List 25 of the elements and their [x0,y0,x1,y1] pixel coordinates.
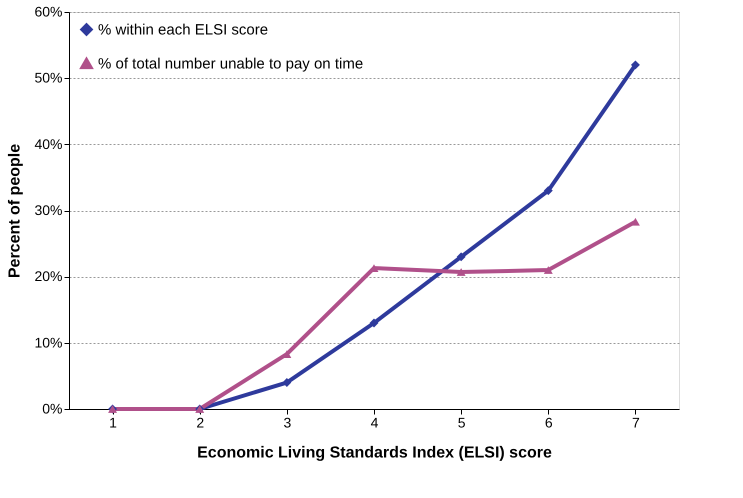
x-tick-label: 4 [370,414,379,430]
y-tick-label: 30% [34,202,62,218]
x-tick-label: 6 [544,414,553,430]
y-tick-label: 60% [34,4,62,20]
point [544,186,553,196]
y-tick-label: 40% [34,136,62,152]
point [456,268,466,276]
x-tick-label: 1 [109,414,118,430]
x-axis-title: Economic Living Standards Index (ELSI) score [197,444,552,462]
y-tick-label: 50% [34,70,62,86]
point [544,266,553,274]
x-tick-label: 3 [283,414,292,430]
point [456,252,466,262]
point [630,60,640,70]
x-tick-label: 2 [196,414,204,430]
y-axis-title: Percent of people [6,144,24,278]
y-tick-label: 20% [34,268,62,284]
point [282,378,292,388]
x-tick-label: 7 [632,414,640,430]
point [370,318,378,328]
x-tick-label: 5 [458,414,466,430]
legend-label: % of total number unable to pay on time [98,56,364,72]
y-tick-label: 10% [34,334,62,350]
y-tick-label: 0% [42,400,62,416]
legend-label: % within each ELSI score [98,22,268,38]
